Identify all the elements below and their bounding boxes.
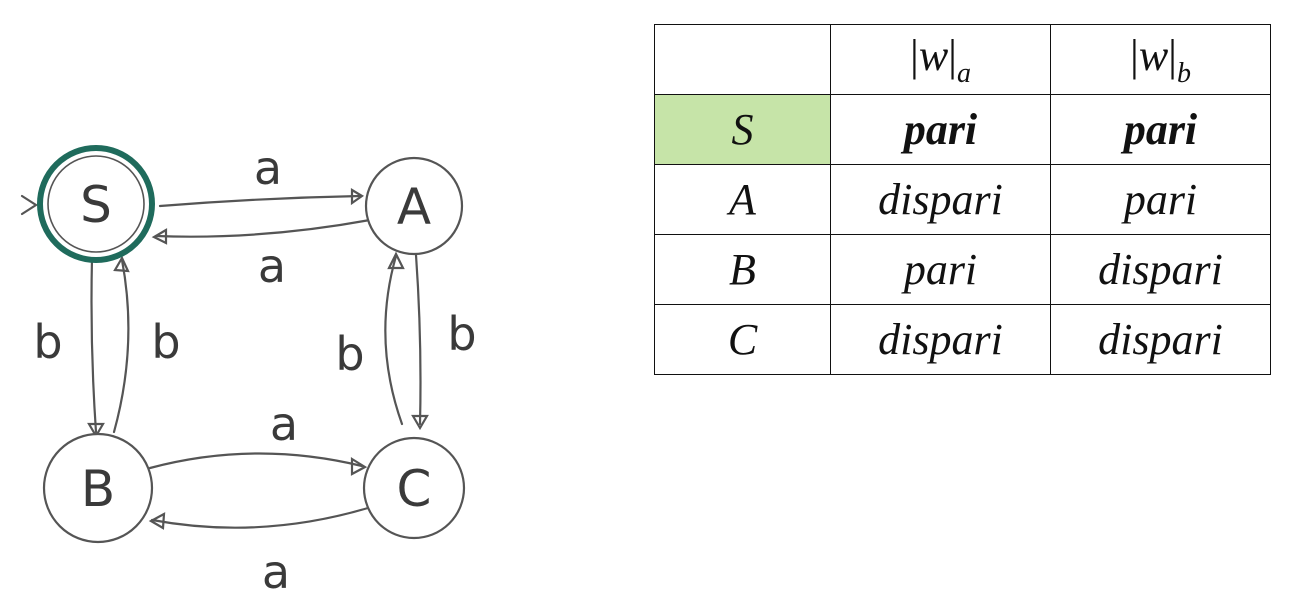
row-c-parity-b: dispari — [1050, 304, 1271, 375]
edge-s-to-b — [90, 256, 98, 434]
edge-a-to-c — [414, 253, 422, 426]
header-w-b: |w|b — [1050, 24, 1271, 95]
header-w-a: |w|a — [830, 24, 1051, 95]
arrowhead-c-to-a — [387, 251, 405, 270]
row-state-c: C — [654, 304, 831, 375]
table-header-row: |w|a |w|b — [654, 24, 1271, 95]
row-c-parity-a: dispari — [830, 304, 1051, 375]
row-a-parity-a: dispari — [830, 164, 1051, 235]
row-s-parity-b: pari — [1050, 94, 1271, 165]
node-b: B — [42, 432, 154, 544]
edge-label-b-to-c: a — [270, 397, 298, 451]
row-b-parity-b: dispari — [1050, 234, 1271, 305]
arrowhead-a-to-c — [411, 414, 429, 431]
parity-table: |w|a |w|b S pari pari A dispari pari B p… — [654, 24, 1271, 375]
edge-b-to-s — [112, 258, 130, 434]
table-row: S pari pari — [654, 94, 1271, 165]
node-a: A — [364, 156, 464, 256]
edge-label-s-to-a: a — [254, 141, 282, 195]
node-s-label: S — [80, 176, 112, 234]
automaton-diagram: S A B C a a b b b b a a — [20, 141, 477, 599]
node-a-label: A — [397, 178, 431, 236]
arrowhead-b-to-c — [350, 457, 368, 476]
table-row: C dispari dispari — [654, 304, 1271, 375]
row-s-parity-a: pari — [830, 94, 1051, 165]
node-c-label: C — [397, 460, 432, 518]
node-b-label: B — [81, 460, 115, 518]
edge-label-c-to-a: b — [335, 327, 364, 381]
edge-label-a-to-c: b — [447, 307, 476, 361]
arrowhead-s-to-a — [350, 188, 365, 206]
table-corner-cell — [654, 24, 831, 95]
row-b-parity-a: pari — [830, 234, 1051, 305]
start-marker-label: > — [0, 0, 1, 1]
row-a-parity-b: pari — [1050, 164, 1271, 235]
table-row: B pari dispari — [654, 234, 1271, 305]
row-state-s: S — [654, 94, 831, 165]
arrowhead-b-to-s — [113, 255, 130, 273]
edge-c-to-a — [384, 254, 404, 426]
node-s: S — [37, 145, 155, 263]
table-row: A dispari pari — [654, 164, 1271, 235]
edge-c-to-b — [150, 506, 370, 529]
start-arrow — [20, 194, 39, 216]
edge-b-to-c — [148, 452, 364, 470]
row-state-a: A — [654, 164, 831, 235]
node-c: C — [362, 436, 466, 540]
edge-label-a-to-s: a — [258, 239, 286, 293]
edge-label-c-to-b: a — [262, 545, 290, 599]
arrowhead-a-to-s — [151, 228, 168, 245]
row-state-b: B — [654, 234, 831, 305]
edge-label-b-to-s: b — [151, 315, 180, 369]
arrowhead-s-to-b — [87, 422, 105, 439]
edge-s-to-a — [158, 194, 362, 208]
edge-label-s-to-b: b — [33, 315, 62, 369]
arrowhead-c-to-b — [148, 512, 166, 530]
edge-a-to-s — [154, 218, 372, 238]
